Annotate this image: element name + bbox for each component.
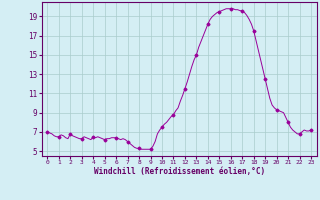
X-axis label: Windchill (Refroidissement éolien,°C): Windchill (Refroidissement éolien,°C) <box>94 167 265 176</box>
